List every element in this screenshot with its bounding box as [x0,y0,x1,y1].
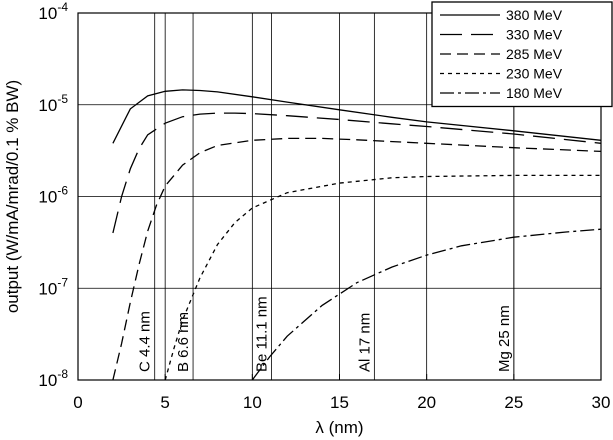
x-axis-title: λ (nm) [315,418,363,437]
y-tick-label: 10-6 [38,184,68,207]
x-tick-label: 25 [504,393,523,412]
x-tick-label: 30 [592,393,611,412]
edge-label: Be 11.1 nm [254,296,271,372]
legend-label: 180 MeV [506,85,563,101]
legend-label: 285 MeV [506,46,563,62]
legend-label: 230 MeV [506,66,563,82]
x-tick-label: 20 [417,393,436,412]
y-tick-label: 10-8 [38,367,68,390]
series-line [112,137,602,381]
series-lines [112,89,602,381]
y-axis-title: output (W/mA/mrad/0.1 % BW) [3,80,22,313]
edge-label: Al 17 nm [356,313,373,372]
y-tick-label: 10-4 [38,0,68,23]
edge-label: Mg 25 nm [496,305,513,372]
edge-label: B 6.6 nm [175,312,192,372]
x-tick-label: 15 [330,393,349,412]
x-tick-label: 0 [73,393,82,412]
series-line [251,228,602,381]
y-tick-label: 10-7 [38,275,68,298]
y-tick-label: 10-5 [38,92,68,115]
axis-ticks: 0 5 10 15 20 25 30 10-8 10-7 10-6 10-5 10-4 [38,0,610,412]
x-tick-label: 10 [243,393,262,412]
edge-label: C 4.4 nm [137,311,154,372]
series-line [112,112,602,234]
legend-label: 380 MeV [506,7,563,23]
series-line [112,89,602,144]
legend: 380 MeV 330 MeV 285 MeV 230 MeV 180 MeV [431,1,613,108]
absorption-edges: C 4.4 nm B 6.6 nm Be 11.1 nm Al 17 nm Mg 25 … [137,13,515,380]
series-line [164,174,601,381]
x-tick-label: 5 [160,393,169,412]
legend-label: 330 MeV [506,27,563,43]
